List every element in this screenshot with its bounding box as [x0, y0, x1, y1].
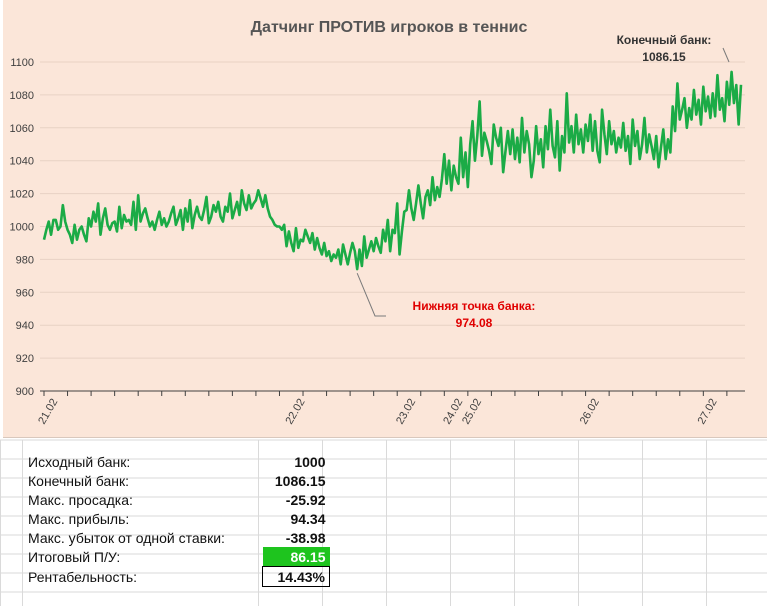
stat-value[interactable]: 86.15	[262, 547, 330, 567]
stat-label[interactable]: Макс. убыток от одной ставки:	[28, 529, 225, 546]
stats-row-initial-bank: Исходный банк: 1000	[22, 452, 330, 471]
y-tick-label: 920	[16, 353, 34, 365]
x-tick-label: 22.02	[283, 397, 307, 427]
y-tick-label: 940	[16, 320, 34, 332]
y-tick-label: 1100	[10, 57, 34, 69]
stats-row-max-profit: Макс. прибыль: 94.34	[22, 509, 330, 528]
stats-table: Исходный банк: 1000 Конечный банк: 1086.…	[22, 452, 330, 587]
stat-label[interactable]: Макс. просадка:	[28, 491, 133, 508]
series-line	[42, 70, 743, 271]
stat-label[interactable]: Итоговый П/У:	[28, 548, 121, 565]
y-tick-label: 1020	[10, 189, 34, 201]
y-tick-label: 980	[16, 254, 34, 266]
stat-label[interactable]: Макс. прибыль:	[28, 510, 130, 527]
x-tick-label: 21.02	[36, 397, 60, 427]
stat-label[interactable]: Исходный банк:	[28, 453, 131, 470]
stat-value[interactable]: 94.34	[290, 510, 326, 527]
stats-row-total-pl: Итоговый П/У: 86.15	[22, 547, 330, 567]
stats-row-roi: Рентабельность: 14.43%	[22, 566, 330, 587]
stats-row-max-drawdown: Макс. просадка: -25.92	[22, 490, 330, 509]
stat-value[interactable]: 1086.15	[274, 472, 326, 489]
y-tick-label: 900	[16, 386, 34, 398]
stat-label[interactable]: Рентабельность:	[28, 568, 138, 585]
annotation-leader-end	[722, 47, 730, 63]
stat-value[interactable]: -38.98	[285, 529, 326, 546]
x-tick-label: 23.02	[394, 397, 418, 427]
annotation-value-min: 974.08	[456, 316, 493, 330]
line-chart: Датчинг ПРОТИВ игроков в теннис 900 920 940…	[10, 19, 745, 427]
stat-value[interactable]: 1000	[294, 453, 326, 470]
x-tick-label: 26.02	[578, 397, 602, 427]
annotation-title-min: Нижняя точка банка:	[413, 299, 536, 313]
x-tick-label: 27.02	[696, 397, 720, 427]
y-tick-label: 1000	[10, 222, 34, 234]
y-tick-label: 1040	[10, 156, 34, 168]
y-tick-label: 960	[16, 287, 34, 299]
stats-row-final-bank: Конечный банк: 1086.15	[22, 471, 330, 490]
stat-value[interactable]: 14.43%	[262, 566, 330, 587]
stats-row-max-single-loss: Макс. убыток от одной ставки: -38.98	[22, 528, 330, 547]
annotation-leader-min	[356, 272, 386, 317]
y-tick-label: 1080	[10, 90, 34, 102]
x-tick-label: 25.02	[460, 397, 484, 427]
annotation-value-end: 1086.15	[642, 50, 686, 64]
annotation-title-end: Конечный банк:	[617, 33, 712, 47]
stat-value[interactable]: -25.92	[285, 491, 326, 508]
y-tick-label: 1060	[10, 123, 34, 135]
stat-label[interactable]: Конечный банк:	[28, 472, 130, 489]
chart-area[interactable]: Датчинг ПРОТИВ игроков в теннис 900 920 940…	[3, 0, 767, 438]
chart-title: Датчинг ПРОТИВ игроков в теннис	[251, 19, 528, 36]
